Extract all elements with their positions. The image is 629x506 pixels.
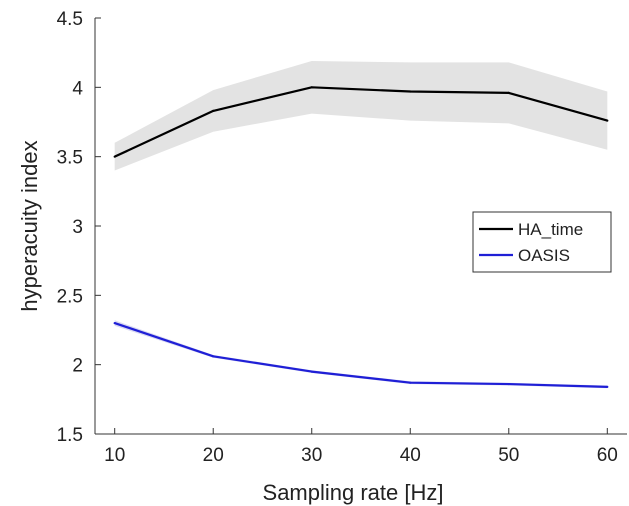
y-axis-label: hyperacuity index: [17, 140, 42, 311]
data-point-ha-time: [212, 109, 215, 113]
y-tick-label: 4.5: [57, 9, 83, 30]
legend-box: [472, 211, 612, 273]
legend-label-oasis: OASIS: [518, 246, 570, 265]
y-tick-label: 1.5: [57, 425, 83, 446]
data-point-ha-time: [113, 155, 116, 158]
data-point-ha-time: [409, 90, 412, 93]
x-tick-label: 20: [203, 445, 224, 466]
data-point-ha-time: [310, 86, 313, 89]
band-ha-time: [114, 60, 608, 171]
y-tick-label: 3.5: [57, 148, 83, 169]
data-point-oasis: [310, 370, 313, 373]
data-point-oasis: [606, 385, 609, 388]
x-tick-label: 50: [498, 445, 519, 466]
series-line-oasis: [114, 322, 608, 388]
data-point-oasis: [113, 321, 116, 325]
data-point-oasis: [507, 382, 510, 386]
series-lines: [113, 86, 609, 388]
y-tick-label: 2: [72, 356, 83, 377]
series-line-ha-time: [114, 86, 608, 158]
legend: HA_time OASIS: [472, 211, 612, 273]
legend-label-ha-time: HA_time: [518, 220, 583, 239]
y-tick-label: 4: [72, 78, 83, 99]
x-tick-label: 40: [400, 445, 421, 466]
data-point-oasis: [409, 381, 412, 384]
data-point-ha-time: [507, 91, 510, 94]
y-tick-label: 2.5: [57, 286, 83, 307]
y-tick-label: 3: [72, 217, 83, 238]
data-point-ha-time: [606, 119, 609, 122]
confidence-bands: [114, 60, 608, 389]
ticks: 10 20 30 40 50 60 1.5 2 2.5 3 3.5 4 4.5: [57, 9, 618, 466]
x-tick-label: 60: [597, 445, 618, 466]
x-tick-label: 30: [301, 445, 322, 466]
data-point-oasis: [212, 355, 215, 358]
x-axis-label: Sampling rate [Hz]: [263, 480, 444, 505]
x-tick-label: 10: [104, 445, 125, 466]
